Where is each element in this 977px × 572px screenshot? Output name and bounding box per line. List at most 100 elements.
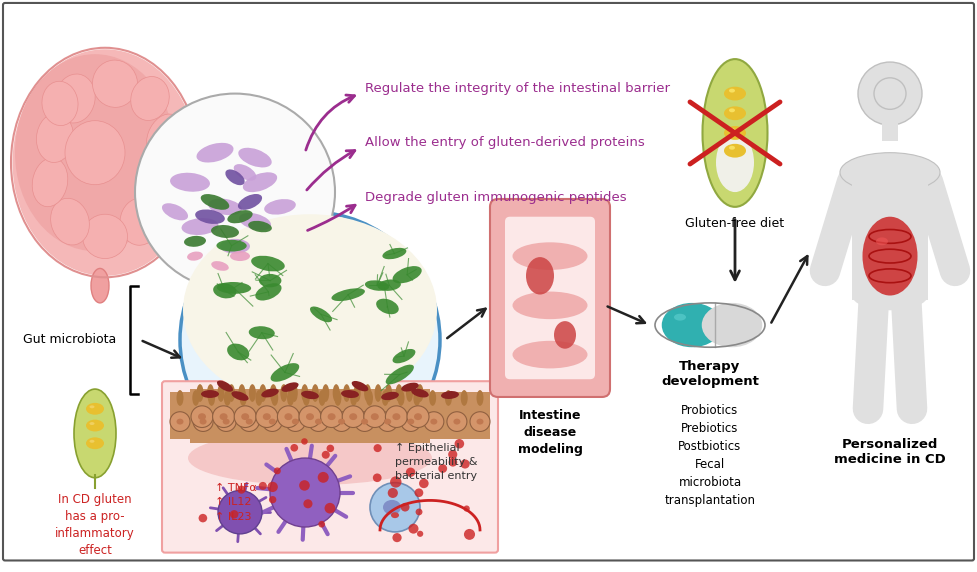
Circle shape — [320, 406, 343, 427]
Ellipse shape — [198, 413, 206, 420]
Ellipse shape — [391, 512, 399, 518]
Ellipse shape — [251, 256, 284, 271]
Circle shape — [198, 514, 207, 522]
Ellipse shape — [393, 266, 422, 283]
Text: Probiotics
Prebiotics
Postbiotics
Fecal
microbiota
transplantation: Probiotics Prebiotics Postbiotics Fecal … — [664, 404, 755, 507]
Text: Therapy
development: Therapy development — [661, 360, 759, 388]
Ellipse shape — [876, 237, 888, 245]
Ellipse shape — [292, 419, 299, 424]
Ellipse shape — [701, 303, 762, 347]
Circle shape — [239, 412, 259, 431]
Bar — [882, 121, 898, 141]
Text: Allow the entry of gluten-derived proteins: Allow the entry of gluten-derived protei… — [365, 136, 645, 149]
Ellipse shape — [91, 268, 109, 303]
Ellipse shape — [239, 213, 271, 231]
Ellipse shape — [141, 157, 179, 208]
Circle shape — [446, 412, 467, 431]
Circle shape — [326, 444, 334, 452]
Circle shape — [259, 482, 267, 490]
Ellipse shape — [374, 384, 382, 402]
Circle shape — [237, 486, 245, 494]
Circle shape — [180, 212, 440, 468]
Text: ↑ TNFα
↑ IL12
↑ IL23: ↑ TNFα ↑ IL12 ↑ IL23 — [215, 483, 257, 522]
Ellipse shape — [322, 384, 329, 402]
Ellipse shape — [554, 321, 576, 349]
Ellipse shape — [188, 431, 432, 485]
Ellipse shape — [453, 419, 460, 424]
Ellipse shape — [192, 390, 199, 406]
Ellipse shape — [729, 146, 735, 150]
Ellipse shape — [42, 81, 78, 126]
Circle shape — [256, 406, 277, 427]
Ellipse shape — [377, 280, 401, 291]
Ellipse shape — [248, 221, 272, 232]
Circle shape — [274, 467, 280, 474]
Ellipse shape — [724, 106, 746, 120]
Ellipse shape — [477, 390, 484, 406]
Ellipse shape — [291, 384, 298, 402]
Circle shape — [373, 444, 382, 452]
Ellipse shape — [220, 413, 228, 420]
Ellipse shape — [261, 388, 278, 398]
Ellipse shape — [402, 383, 419, 392]
Circle shape — [193, 412, 213, 431]
Ellipse shape — [272, 390, 278, 406]
Text: Regulate the integrity of the intestinal barrier: Regulate the integrity of the intestinal… — [365, 82, 670, 95]
Ellipse shape — [263, 413, 271, 420]
Ellipse shape — [310, 307, 332, 322]
Circle shape — [373, 474, 382, 482]
Ellipse shape — [241, 413, 249, 420]
Circle shape — [388, 488, 398, 498]
Circle shape — [424, 412, 444, 431]
Bar — [852, 182, 928, 300]
Ellipse shape — [177, 390, 184, 406]
Ellipse shape — [249, 384, 256, 402]
Ellipse shape — [36, 113, 73, 162]
Circle shape — [285, 412, 306, 431]
Ellipse shape — [55, 74, 95, 123]
Circle shape — [414, 488, 423, 497]
Ellipse shape — [312, 384, 319, 402]
Ellipse shape — [226, 169, 244, 185]
Ellipse shape — [217, 240, 247, 252]
Ellipse shape — [674, 313, 686, 321]
Ellipse shape — [182, 218, 219, 235]
Circle shape — [331, 412, 352, 431]
Circle shape — [355, 412, 374, 431]
Circle shape — [213, 406, 234, 427]
Text: Personalized
medicine in CD: Personalized medicine in CD — [834, 438, 946, 466]
Ellipse shape — [264, 199, 296, 214]
Ellipse shape — [702, 59, 768, 207]
Ellipse shape — [195, 209, 225, 224]
FancyBboxPatch shape — [162, 381, 498, 553]
Circle shape — [270, 458, 340, 527]
Circle shape — [385, 406, 407, 427]
Ellipse shape — [513, 292, 587, 319]
Circle shape — [460, 459, 470, 468]
Ellipse shape — [281, 382, 299, 392]
Ellipse shape — [51, 198, 89, 245]
Ellipse shape — [381, 392, 399, 400]
Circle shape — [342, 406, 364, 427]
Ellipse shape — [280, 384, 287, 402]
Circle shape — [464, 529, 475, 540]
Ellipse shape — [413, 390, 420, 406]
Ellipse shape — [196, 143, 234, 162]
Text: Intestine
disease
modeling: Intestine disease modeling — [518, 409, 582, 456]
Ellipse shape — [315, 419, 322, 424]
Ellipse shape — [365, 280, 389, 291]
Ellipse shape — [724, 126, 746, 140]
Ellipse shape — [331, 288, 364, 301]
Ellipse shape — [269, 419, 276, 424]
Ellipse shape — [284, 413, 292, 420]
Ellipse shape — [220, 239, 250, 253]
Ellipse shape — [183, 214, 437, 406]
Circle shape — [319, 521, 325, 527]
Ellipse shape — [255, 283, 281, 300]
Circle shape — [304, 499, 313, 509]
Circle shape — [448, 450, 457, 459]
Ellipse shape — [301, 391, 319, 399]
Ellipse shape — [90, 440, 95, 443]
Ellipse shape — [86, 420, 104, 431]
Ellipse shape — [93, 60, 138, 108]
